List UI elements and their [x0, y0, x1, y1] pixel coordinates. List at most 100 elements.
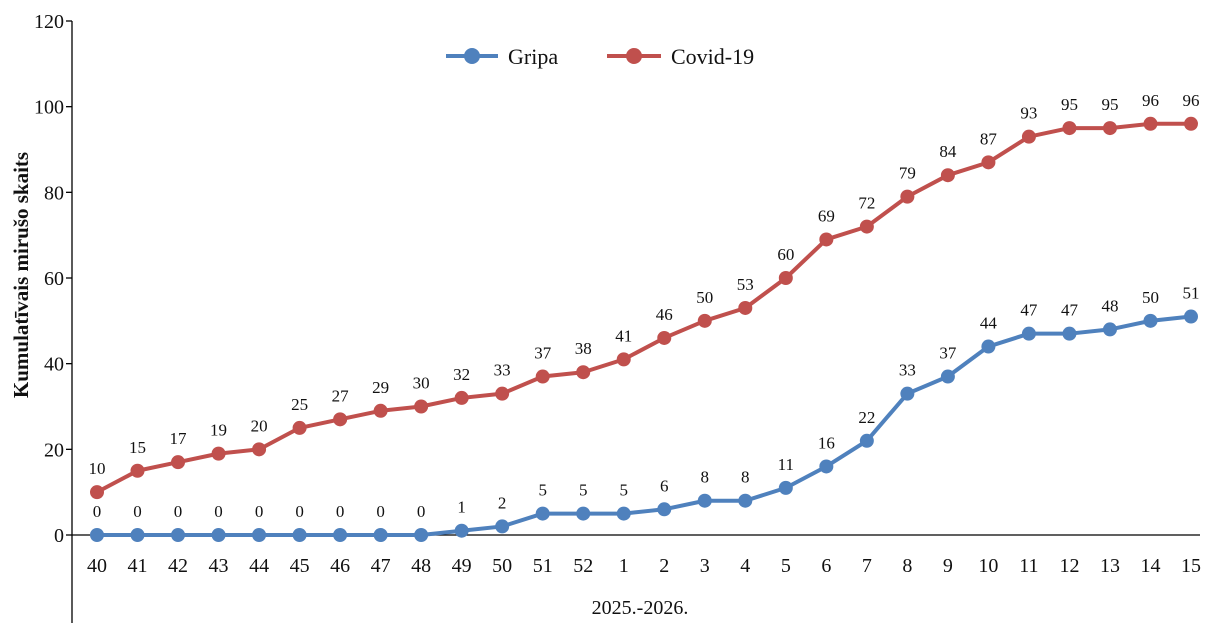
data-label: 16 — [818, 433, 835, 452]
x-tick-label: 7 — [862, 555, 872, 577]
x-tick-label: 51 — [533, 555, 553, 577]
data-point — [454, 523, 469, 538]
data-point — [414, 399, 429, 414]
data-point — [373, 528, 388, 542]
data-label: 69 — [818, 206, 835, 225]
data-point — [778, 271, 793, 285]
data-point — [292, 420, 307, 435]
data-point — [495, 386, 510, 401]
data-point — [981, 339, 996, 354]
data-label: 0 — [93, 502, 102, 521]
data-point — [292, 528, 307, 542]
x-tick-label: 47 — [371, 555, 391, 577]
data-point — [454, 390, 469, 405]
data-label: 17 — [170, 429, 188, 448]
data-point — [819, 232, 834, 247]
data-point — [535, 369, 550, 384]
data-point — [576, 365, 591, 380]
x-tick-label: 13 — [1100, 555, 1120, 577]
x-tick-label: 14 — [1140, 555, 1160, 577]
data-label: 38 — [575, 339, 592, 358]
data-point — [778, 480, 793, 495]
x-tick-label: 5 — [781, 555, 791, 577]
data-label: 37 — [534, 344, 552, 363]
data-label: 47 — [1061, 301, 1079, 320]
data-label: 0 — [255, 502, 264, 521]
y-axis-title: Kumulatīvais mirušo skaits — [9, 152, 33, 398]
y-tick-label: 80 — [44, 182, 64, 204]
x-tick-label: 11 — [1019, 555, 1038, 577]
y-tick-label: 100 — [34, 97, 64, 119]
data-point — [1021, 326, 1036, 341]
x-tick-label: 41 — [128, 555, 148, 577]
data-label: 96 — [1183, 91, 1200, 110]
data-point — [90, 528, 104, 542]
x-tick-label: 43 — [209, 555, 229, 577]
data-label: 25 — [291, 395, 308, 414]
data-point — [211, 528, 226, 542]
data-label: 72 — [858, 194, 875, 213]
data-label: 0 — [295, 502, 304, 521]
data-label: 33 — [899, 361, 916, 380]
data-label: 0 — [174, 502, 183, 521]
data-label: 20 — [251, 416, 268, 435]
data-label: 15 — [129, 438, 146, 457]
data-label: 41 — [615, 326, 632, 345]
data-point — [130, 463, 145, 478]
data-point — [1062, 326, 1077, 341]
data-point — [1062, 121, 1077, 136]
data-label: 44 — [980, 314, 998, 333]
x-tick-label: 45 — [290, 555, 310, 577]
data-label: 95 — [1101, 95, 1118, 114]
x-axis-title: 2025.-2026. — [592, 597, 689, 619]
data-point — [1021, 129, 1036, 144]
data-point — [859, 219, 874, 234]
data-point — [616, 352, 631, 367]
data-label: 96 — [1142, 91, 1159, 110]
x-tick-label: 48 — [411, 555, 431, 577]
data-label: 93 — [1020, 104, 1037, 123]
data-label: 48 — [1101, 296, 1118, 315]
series-line-covid-19 — [96, 121, 1191, 494]
data-label: 1 — [457, 498, 466, 517]
data-label: 87 — [980, 129, 998, 148]
data-point — [333, 412, 348, 427]
x-tick-label: 6 — [821, 555, 831, 577]
data-label: 33 — [494, 361, 511, 380]
x-tick-label: 40 — [87, 555, 107, 577]
data-point — [616, 506, 631, 521]
y-tick-label: 40 — [44, 354, 64, 376]
y-tick-label: 120 — [34, 11, 64, 33]
data-point — [900, 189, 915, 204]
data-point — [414, 528, 429, 542]
data-label: 51 — [1183, 284, 1200, 303]
data-point — [900, 386, 915, 401]
data-point — [738, 300, 753, 315]
data-point — [697, 313, 712, 328]
data-point — [535, 506, 550, 521]
data-label: 0 — [214, 502, 223, 521]
data-point — [1143, 313, 1158, 328]
data-label: 84 — [939, 142, 957, 161]
legend-swatch-marker — [464, 48, 480, 64]
data-label: 19 — [210, 421, 227, 440]
data-point — [252, 528, 267, 542]
data-label: 8 — [741, 468, 750, 487]
data-point — [130, 528, 145, 542]
x-tick-label: 50 — [492, 555, 512, 577]
data-label: 29 — [372, 378, 389, 397]
data-point — [211, 446, 226, 461]
data-point — [738, 493, 753, 508]
data-point — [859, 433, 874, 448]
data-label: 0 — [376, 502, 385, 521]
data-label: 32 — [453, 365, 470, 384]
data-label: 53 — [737, 275, 754, 294]
data-label: 27 — [332, 386, 350, 405]
x-tick-label: 15 — [1181, 555, 1201, 577]
legend: Gripa Covid-19 — [446, 44, 754, 69]
data-label: 46 — [656, 305, 673, 324]
data-point — [495, 519, 510, 534]
data-point — [940, 369, 955, 384]
data-point — [1102, 322, 1117, 337]
